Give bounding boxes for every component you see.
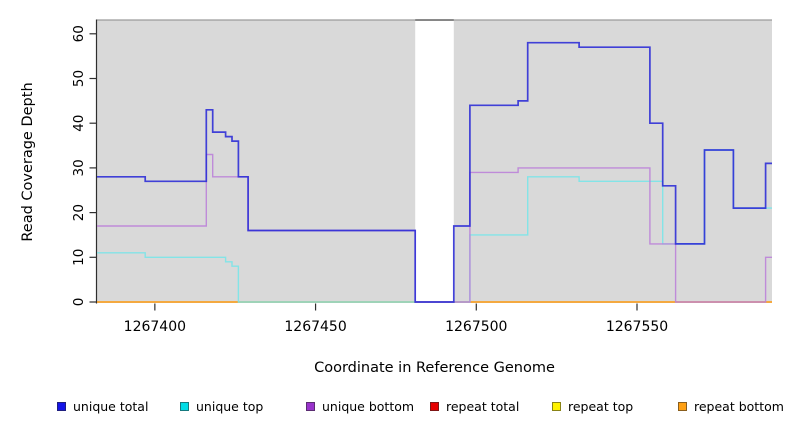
y-tick-label: 50 — [71, 70, 87, 87]
legend-label: repeat top — [568, 398, 634, 414]
legend-label: unique bottom — [322, 398, 415, 414]
y-tick-label: 0 — [71, 298, 87, 307]
legend-label: repeat bottom — [694, 398, 784, 414]
y-tick-label: 30 — [71, 159, 87, 176]
legend-swatch-icon — [57, 401, 66, 411]
legend-label: repeat total — [446, 398, 520, 414]
legend-item-unique-top: unique top — [180, 396, 263, 416]
x-tick-label: 1267450 — [284, 319, 346, 335]
legend-item-repeat-bottom: repeat bottom — [678, 396, 784, 416]
legend-swatch-icon — [306, 401, 315, 411]
legend-label: unique top — [196, 398, 264, 414]
x-tick-label: 1267400 — [124, 319, 186, 335]
legend-swatch-icon — [678, 401, 687, 411]
legend-swatch-icon — [180, 401, 189, 411]
y-tick-label: 20 — [71, 204, 87, 221]
series-line-unique-total — [97, 41, 772, 303]
legend-swatch-icon — [430, 401, 439, 411]
gap-region — [415, 21, 454, 303]
series-line-unique-bottom — [97, 153, 772, 303]
legend-item-unique-bottom: unique bottom — [306, 396, 414, 416]
x-tick-label: 1267550 — [606, 319, 668, 335]
legend-item-unique-total: unique total — [57, 396, 148, 416]
y-axis-title: Read Coverage Depth — [20, 82, 36, 242]
legend-swatch-icon — [552, 401, 561, 411]
y-tick-label: 60 — [71, 25, 87, 42]
x-tick-label: 1267500 — [445, 319, 507, 335]
legend-label: unique total — [73, 398, 149, 414]
y-tick-label: 10 — [71, 249, 87, 266]
legend-item-repeat-total: repeat total — [430, 396, 519, 416]
legend: unique total unique top unique bottom repea… — [0, 396, 792, 420]
legend-item-repeat-top: repeat top — [552, 396, 633, 416]
y-tick-label: 40 — [71, 115, 87, 132]
x-axis-title: Coordinate in Reference Genome — [314, 360, 555, 376]
